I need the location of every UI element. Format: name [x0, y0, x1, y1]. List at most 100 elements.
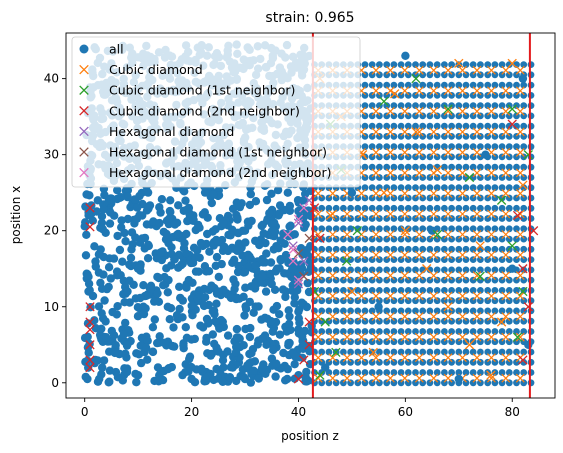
atom-dot — [148, 347, 157, 356]
atom-dot — [301, 189, 310, 199]
atom-dot — [193, 246, 202, 255]
atom-dot — [300, 326, 310, 336]
atom-dot — [433, 204, 441, 212]
atom-dot — [462, 245, 470, 253]
atom-dot — [187, 301, 196, 310]
atom-dot — [266, 258, 276, 267]
atom-dot — [354, 317, 362, 325]
atom-dot — [462, 276, 470, 284]
atom-dot — [279, 348, 288, 358]
atom-dot — [376, 204, 383, 212]
atom-dot — [397, 92, 405, 99]
atom-dot — [109, 254, 119, 263]
atom-dot — [340, 287, 347, 294]
atom-dot — [505, 92, 513, 99]
atom-dot — [361, 61, 369, 68]
atom-dot — [404, 153, 412, 161]
atom-dot — [491, 194, 499, 202]
atom-dot — [325, 348, 333, 356]
atom-dot — [332, 287, 340, 294]
atom-dot — [184, 203, 194, 213]
atom-dot — [135, 191, 144, 201]
atom-dot — [302, 246, 311, 255]
atom-dot — [159, 281, 168, 290]
atom-dot — [115, 245, 125, 255]
atom-dot — [249, 366, 258, 375]
atom-dot — [361, 317, 369, 325]
lattice-cross — [472, 373, 482, 383]
atom-dot — [484, 307, 492, 315]
atom-dot — [340, 235, 347, 243]
atom-dot — [491, 235, 499, 243]
atom-dot — [469, 163, 477, 171]
lattice-cross — [472, 127, 482, 137]
atom-dot — [376, 122, 383, 130]
atom-dot — [376, 225, 383, 233]
data-point — [293, 374, 304, 384]
atom-dot — [441, 369, 448, 376]
atom-dot — [376, 297, 383, 305]
atom-dot — [433, 235, 441, 243]
atom-dot — [498, 204, 506, 212]
atom-dot — [376, 71, 383, 79]
atom-dot — [491, 266, 499, 274]
atom-dot — [484, 358, 492, 366]
atom-dot — [390, 369, 398, 376]
atom-dot — [484, 112, 492, 120]
atom-dot — [498, 235, 506, 243]
atom-dot — [426, 61, 434, 68]
atom-dot — [404, 61, 412, 68]
lattice-cross — [400, 332, 410, 342]
atom-dot — [143, 188, 153, 197]
atom-dot — [433, 194, 441, 202]
atom-dot — [354, 348, 362, 356]
atom-dot — [404, 92, 412, 99]
atom-dot — [361, 102, 369, 109]
data-point — [214, 287, 223, 296]
atom-dot — [354, 358, 362, 366]
atom-dot — [477, 328, 484, 335]
atom-dot — [123, 214, 133, 224]
atom-dot — [498, 174, 506, 181]
atom-dot — [448, 81, 455, 89]
atom-dot — [448, 133, 455, 140]
atom-dot — [200, 284, 209, 294]
atom-dot — [520, 61, 528, 68]
data-point — [454, 58, 464, 69]
atom-dot — [304, 206, 313, 215]
atom-dot — [340, 328, 347, 335]
atom-dot — [116, 193, 126, 202]
atom-dot — [164, 238, 173, 248]
atom-dot — [390, 194, 398, 202]
atom-dot — [397, 256, 405, 263]
atom-dot — [228, 204, 238, 213]
atom-dot — [505, 174, 513, 181]
atom-dot — [404, 245, 412, 253]
lattice-cross — [443, 86, 453, 96]
atom-dot — [477, 225, 484, 233]
data-point — [379, 96, 389, 107]
atom-dot — [433, 174, 441, 181]
legend-box — [71, 36, 361, 188]
y-axis-label: position x — [9, 186, 23, 244]
atom-dot — [232, 324, 242, 334]
atom-dot — [251, 197, 261, 206]
atom-dot — [100, 190, 109, 200]
atom-dot — [412, 328, 419, 335]
atom-dot — [390, 71, 398, 79]
data-point — [524, 340, 533, 349]
atom-dot — [477, 61, 484, 68]
atom-dot — [397, 174, 405, 181]
lattice-cross — [501, 312, 511, 322]
chart-title: strain: 0.965 — [265, 10, 354, 26]
atom-dot — [527, 245, 535, 253]
legend-marker — [79, 85, 89, 95]
atom-dot — [498, 81, 506, 89]
atom-dot — [477, 122, 484, 130]
atom-dot — [477, 317, 484, 325]
data-point — [454, 374, 463, 384]
atom-dot — [84, 272, 93, 281]
atom-dot — [520, 369, 528, 376]
atom-dot — [383, 245, 391, 253]
